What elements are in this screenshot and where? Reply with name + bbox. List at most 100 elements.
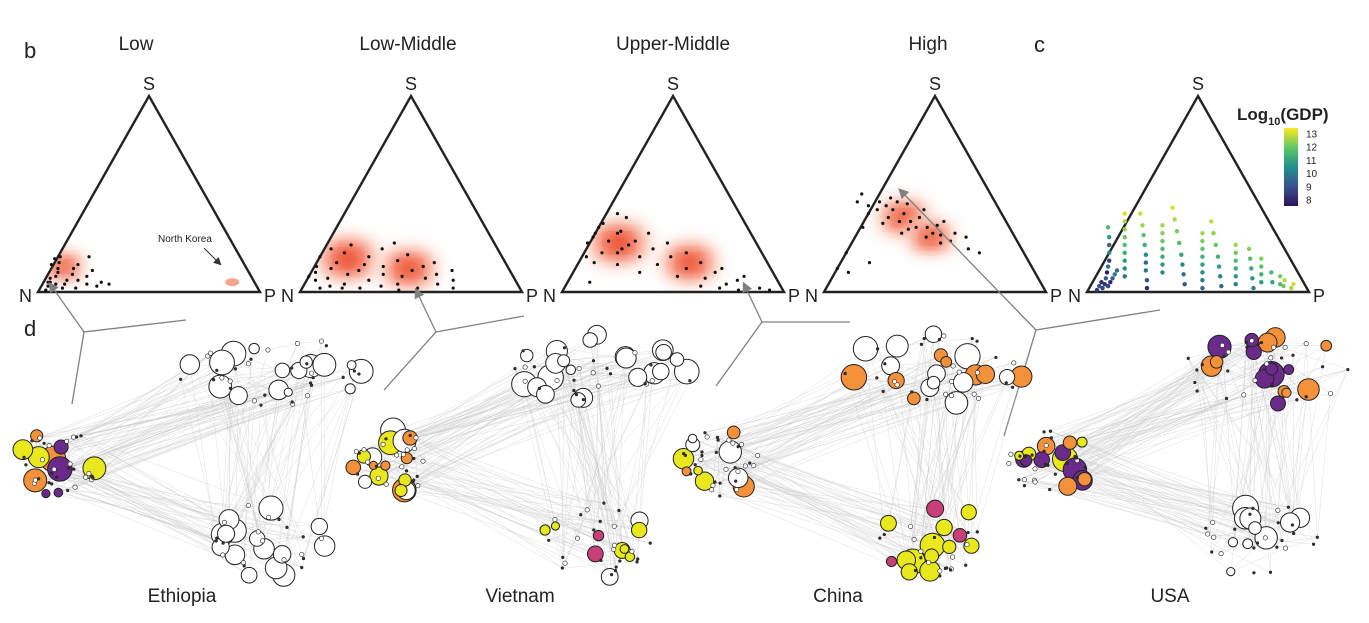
country-point — [624, 215, 628, 220]
network-node — [941, 333, 947, 339]
network-edge — [934, 377, 1008, 538]
gdp-point — [1209, 219, 1214, 224]
country-point — [953, 231, 957, 235]
network-edge — [576, 394, 616, 571]
network-edge — [1292, 343, 1307, 526]
network-node — [90, 474, 94, 478]
gdp-point — [1170, 205, 1175, 210]
country-point — [423, 276, 428, 280]
country-point — [902, 212, 906, 216]
network-node — [420, 458, 426, 464]
network-node — [301, 535, 305, 539]
network-edge — [1254, 380, 1278, 548]
network-node — [215, 536, 219, 540]
network-node — [310, 517, 328, 536]
network-node — [411, 446, 417, 452]
north-korea-density — [225, 278, 240, 287]
network-edge — [80, 353, 234, 437]
country-point — [340, 286, 344, 290]
network-edge — [735, 467, 913, 562]
network-edge — [1025, 345, 1223, 461]
network-edge — [600, 560, 620, 562]
gdp-point — [1122, 258, 1127, 263]
network-edge — [563, 360, 615, 527]
network-edge — [403, 454, 640, 531]
gdp-point — [1122, 242, 1127, 248]
network-edge — [596, 334, 599, 536]
network-edge — [719, 495, 969, 533]
gdp-point — [1110, 276, 1115, 281]
network-node — [918, 548, 924, 554]
network-edge — [1034, 480, 1286, 549]
network-edge — [1008, 463, 1246, 509]
network-node — [945, 566, 949, 570]
network-node — [72, 467, 76, 471]
colorbar-tick-label: 12 — [1306, 143, 1318, 154]
network-edge — [1051, 398, 1227, 439]
network-edge — [906, 399, 928, 561]
network-node — [693, 463, 697, 467]
gdp-point — [1160, 246, 1165, 252]
network-edge — [31, 361, 307, 441]
network-edge — [865, 348, 885, 535]
network-node — [1264, 361, 1270, 367]
network-node — [394, 484, 408, 498]
network-node — [1251, 506, 1255, 510]
network-node — [715, 435, 720, 439]
network-edge — [573, 368, 580, 391]
network-node — [652, 362, 670, 381]
network-node — [212, 378, 216, 382]
network-node — [681, 466, 692, 477]
network-node — [950, 363, 956, 369]
network-node — [1241, 392, 1247, 398]
group-title-high: High — [908, 34, 947, 55]
gdp-point — [1160, 262, 1165, 267]
network-node — [880, 514, 897, 532]
network-edge — [91, 379, 214, 478]
network-edge — [1074, 363, 1267, 470]
country-point — [362, 262, 366, 267]
connector-arrow-usa — [898, 188, 1037, 331]
network-edge — [74, 404, 262, 488]
network-node — [1311, 542, 1316, 546]
network-edge — [606, 368, 623, 551]
network-node — [12, 439, 34, 460]
network-edge — [38, 403, 293, 458]
network-node — [1346, 367, 1350, 372]
network-edge — [1055, 345, 1223, 475]
network-node — [579, 513, 583, 517]
country-point — [450, 268, 454, 273]
country-point — [585, 241, 590, 245]
network-node — [1268, 570, 1273, 574]
network-edge — [363, 456, 602, 561]
network-node — [1244, 340, 1248, 344]
network-node — [301, 556, 306, 561]
network-node — [628, 367, 648, 387]
network-panel-4 — [1006, 327, 1350, 577]
network-edge — [415, 383, 646, 439]
country-point — [646, 231, 651, 235]
country-point — [597, 225, 601, 229]
panel-label-d: d — [24, 316, 36, 341]
network-edge — [224, 364, 352, 523]
network-node — [79, 434, 83, 438]
network-node — [1286, 505, 1290, 509]
network-edge — [406, 360, 594, 459]
network-edge — [1267, 342, 1348, 370]
gdp-point — [1259, 264, 1264, 269]
network-node — [735, 468, 741, 474]
country-point — [669, 255, 673, 259]
network-edge — [1074, 337, 1276, 470]
gdp-point — [1105, 225, 1111, 230]
network-node — [290, 400, 294, 404]
network-node — [950, 554, 956, 560]
network-node — [233, 367, 237, 371]
country-point — [638, 255, 642, 259]
network-edge — [297, 340, 322, 344]
network-node — [227, 378, 233, 384]
network-edge — [1077, 378, 1265, 478]
country-point — [917, 215, 922, 220]
network-edge — [401, 461, 424, 468]
network-node — [599, 558, 603, 562]
network-node — [948, 393, 954, 399]
